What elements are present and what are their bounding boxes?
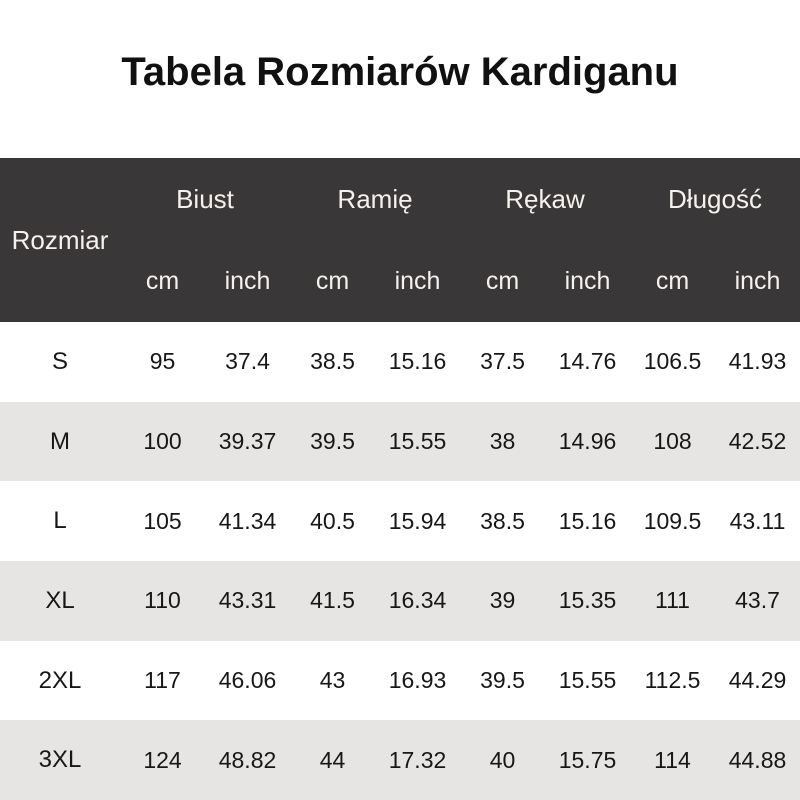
value-cell: 43 (319, 667, 346, 694)
value-cell: 15.16 (558, 507, 617, 534)
page-title: Tabela Rozmiarów Kardiganu (121, 50, 679, 94)
value-cell: 15.16 (388, 348, 447, 375)
value-cell: 39.5 (310, 428, 355, 454)
size-label: M (50, 427, 70, 455)
table-row: L 105 41.34 40.5 15.94 38.5 15.16 109.5 … (0, 481, 800, 562)
value-cell: 37.4 (225, 348, 270, 375)
value-cell: 39 (489, 587, 516, 614)
table-row: M 100 39.37 39.5 15.55 38 14.96 108 42.5… (0, 401, 800, 482)
value-cell: 40.5 (310, 507, 355, 534)
value-cell: 108 (653, 428, 692, 454)
value-cell: 44.29 (728, 667, 787, 694)
value-cell: 112.5 (644, 667, 701, 694)
value-cell: 43.7 (735, 587, 780, 614)
value-cell: 114 (654, 746, 691, 773)
value-cell: 15.55 (388, 428, 447, 454)
column-header-shoulder: Ramię (337, 183, 413, 214)
value-cell: 43.31 (218, 587, 277, 614)
value-cell: 105 (143, 507, 182, 534)
value-cell: 15.94 (388, 507, 447, 534)
unit-label: cm (145, 266, 180, 295)
unit-label: cm (485, 266, 520, 295)
unit-label: inch (564, 266, 611, 295)
size-label: L (53, 507, 67, 535)
table-row: XL 110 43.31 41.5 16.34 39 15.35 111 43.… (0, 561, 800, 641)
value-cell: 39.5 (480, 667, 525, 694)
value-cell: 38 (489, 428, 516, 454)
value-cell: 15.55 (558, 667, 617, 694)
value-cell: 44.88 (728, 746, 787, 773)
unit-label: inch (394, 266, 441, 295)
value-cell: 15.35 (558, 587, 617, 614)
table-header: Rozmiar Biust Ramię Rękaw Długość cm inc… (0, 158, 800, 322)
value-cell: 124 (143, 746, 182, 773)
value-cell: 44 (319, 746, 346, 773)
size-label: 3XL (38, 746, 82, 774)
value-cell: 38.5 (480, 507, 525, 534)
value-cell: 40 (489, 746, 516, 773)
size-label: 2XL (38, 666, 82, 694)
value-cell: 43.11 (729, 507, 786, 534)
value-cell: 16.34 (388, 587, 447, 614)
value-cell: 14.96 (558, 428, 617, 454)
unit-label: cm (315, 266, 350, 295)
unit-label: inch (224, 266, 271, 295)
value-cell: 16.93 (388, 667, 447, 694)
value-cell: 37.5 (480, 348, 525, 375)
value-cell: 111 (655, 587, 690, 614)
value-cell: 41.34 (218, 507, 277, 534)
table-row: 3XL 124 48.82 44 17.32 40 15.75 114 44.8… (0, 720, 800, 800)
column-header-bust: Biust (176, 183, 234, 214)
value-cell: 14.76 (558, 348, 617, 375)
size-label: XL (45, 586, 75, 614)
unit-header-row: cm inch cm inch cm inch cm inch (120, 240, 800, 322)
value-cell: 95 (149, 348, 176, 375)
value-cell: 106.5 (643, 348, 702, 375)
size-table: Rozmiar Biust Ramię Rękaw Długość cm inc… (0, 158, 800, 800)
table-row: 2XL 117 46.06 43 16.93 39.5 15.55 112.5 … (0, 640, 800, 721)
value-cell: 100 (143, 428, 182, 454)
value-cell: 15.75 (558, 746, 617, 773)
value-cell: 17.32 (388, 746, 447, 773)
column-header-length: Długość (668, 183, 762, 214)
value-cell: 117 (144, 667, 181, 694)
value-cell: 46.06 (218, 667, 277, 694)
value-cell: 41.5 (310, 587, 355, 614)
value-cell: 41.93 (728, 348, 787, 375)
unit-label: cm (655, 266, 690, 295)
column-header-sleeve: Rękaw (505, 183, 585, 214)
value-cell: 42.52 (728, 428, 787, 454)
unit-label: inch (734, 266, 781, 295)
table-row: S 95 37.4 38.5 15.16 37.5 14.76 106.5 41… (0, 322, 800, 402)
value-cell: 39.37 (218, 428, 277, 454)
size-label: S (51, 347, 68, 375)
value-cell: 38.5 (310, 348, 355, 375)
value-cell: 110 (144, 587, 181, 614)
value-cell: 109.5 (643, 507, 702, 534)
table-header-grid: Biust Ramię Rękaw Długość cm inch cm inc… (120, 158, 800, 322)
size-column-header: Rozmiar (11, 224, 109, 255)
value-cell: 48.82 (218, 746, 277, 773)
measurement-group-row: Biust Ramię Rękaw Długość (120, 158, 800, 240)
